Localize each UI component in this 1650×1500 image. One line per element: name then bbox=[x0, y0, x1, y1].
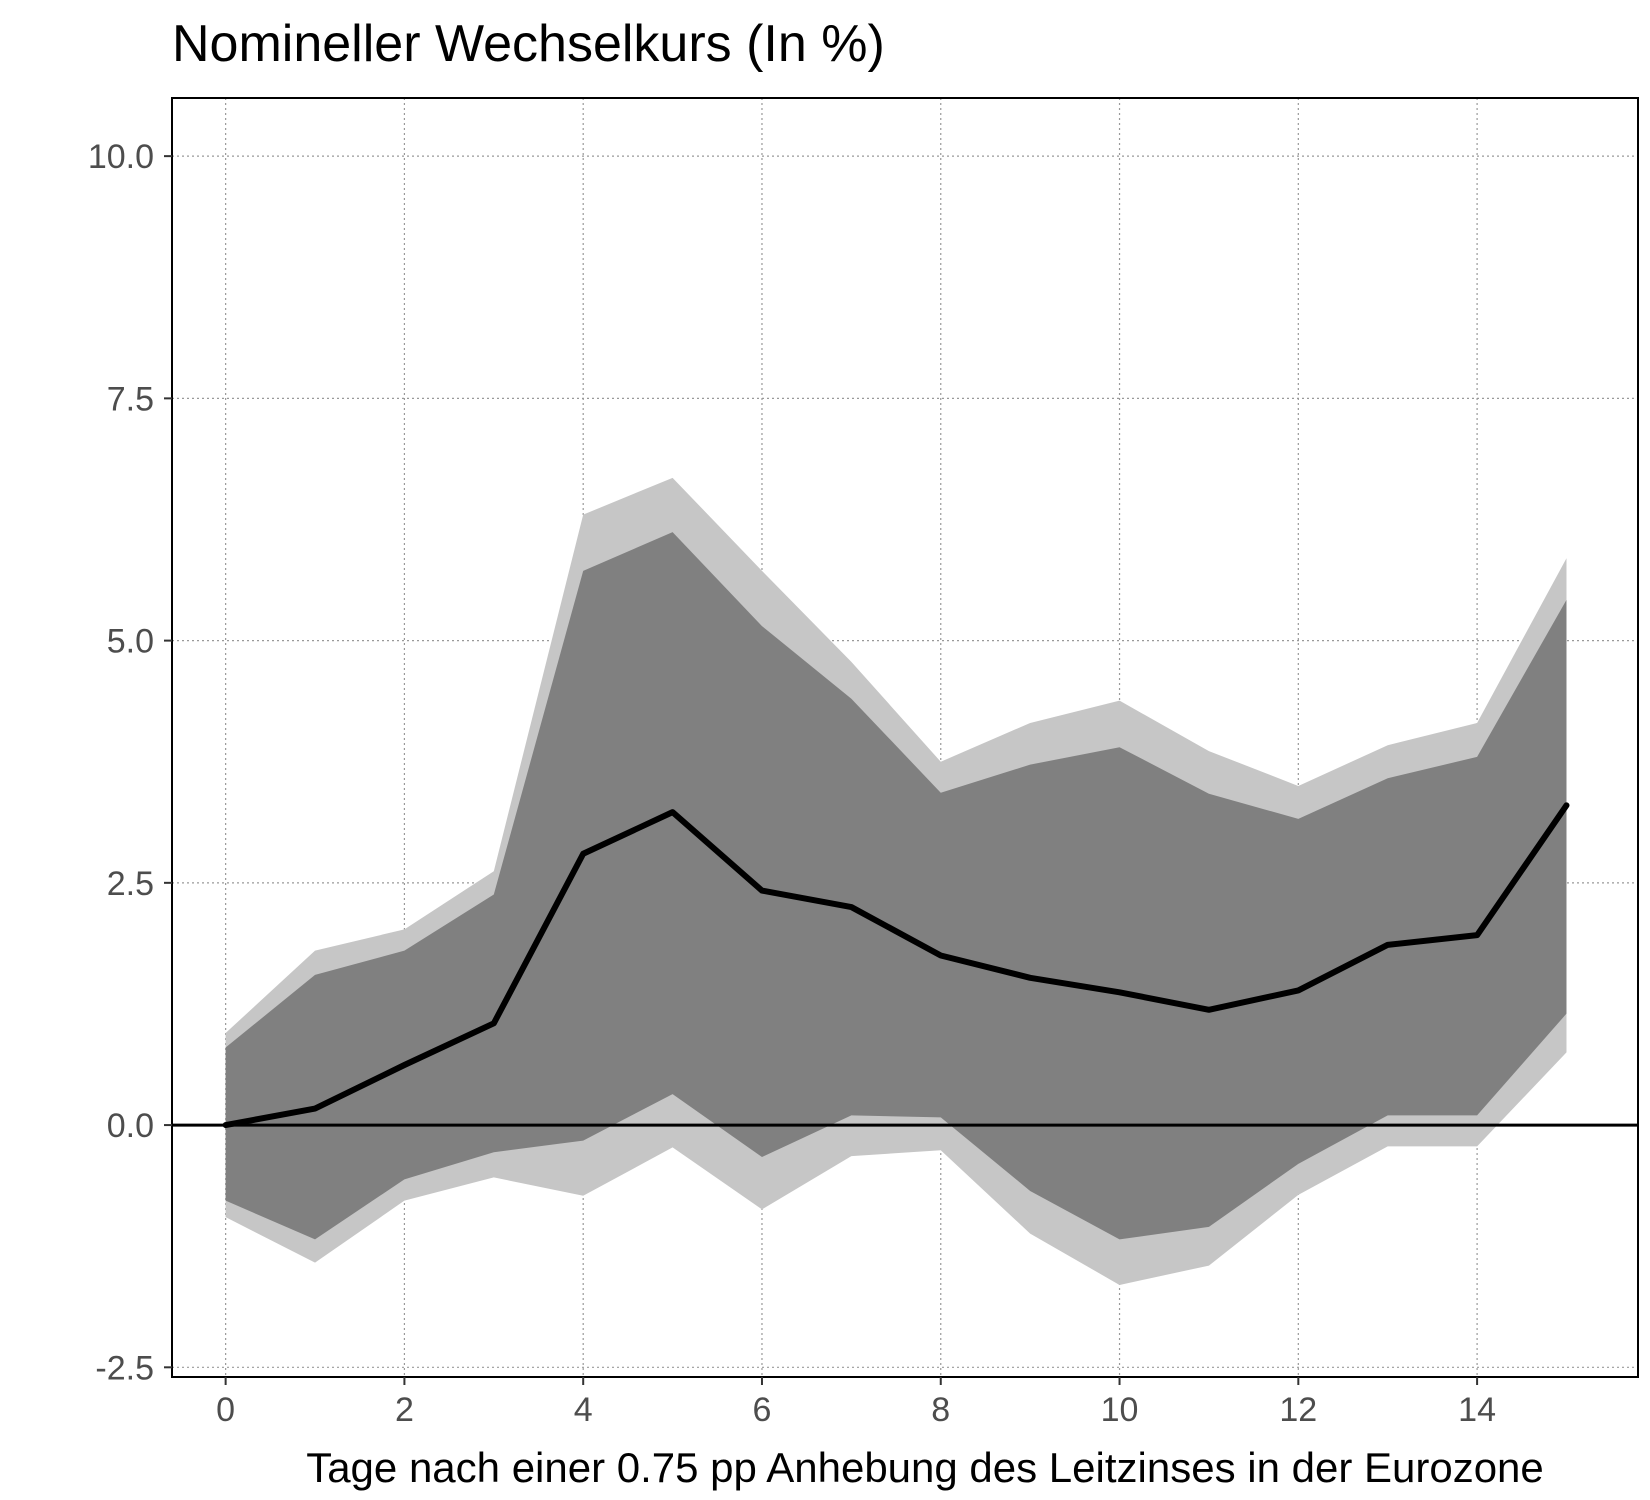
y-tick-label: 0.0 bbox=[107, 1107, 154, 1145]
response-line bbox=[222, 802, 1570, 1129]
y-tick-label: 7.5 bbox=[107, 380, 154, 418]
x-tick-label: 14 bbox=[1458, 1391, 1496, 1429]
y-tick-labels: -2.5 0.0 2.5 5.0 7.5 10.0 bbox=[88, 138, 172, 1387]
chart-title: Nomineller Wechselkurs (In %) bbox=[172, 15, 885, 73]
y-tick-label: 5.0 bbox=[107, 623, 154, 661]
x-tick-labels: 0 2 4 6 8 10 12 14 bbox=[216, 1377, 1496, 1429]
x-tick-label: 4 bbox=[574, 1391, 593, 1429]
x-tick-label: 8 bbox=[931, 1391, 950, 1429]
y-tick-label: 10.0 bbox=[88, 138, 154, 176]
plot-frame bbox=[171, 97, 1639, 1378]
response-line-group bbox=[222, 802, 1570, 1129]
x-tick-label: 10 bbox=[1101, 1391, 1139, 1429]
y-tick-label: -2.5 bbox=[95, 1349, 154, 1387]
x-tick-label: 0 bbox=[216, 1391, 235, 1429]
confidence-bands bbox=[225, 477, 1567, 1285]
x-tick-label: 2 bbox=[395, 1391, 414, 1429]
x-axis-label: Tage nach einer 0.75 pp Anhebung des Lei… bbox=[306, 1444, 1544, 1491]
x-tick-label: 12 bbox=[1279, 1391, 1317, 1429]
y-tick-label: 2.5 bbox=[107, 865, 154, 903]
x-tick-label: 6 bbox=[753, 1391, 772, 1429]
inner-confidence-band bbox=[225, 532, 1567, 1240]
